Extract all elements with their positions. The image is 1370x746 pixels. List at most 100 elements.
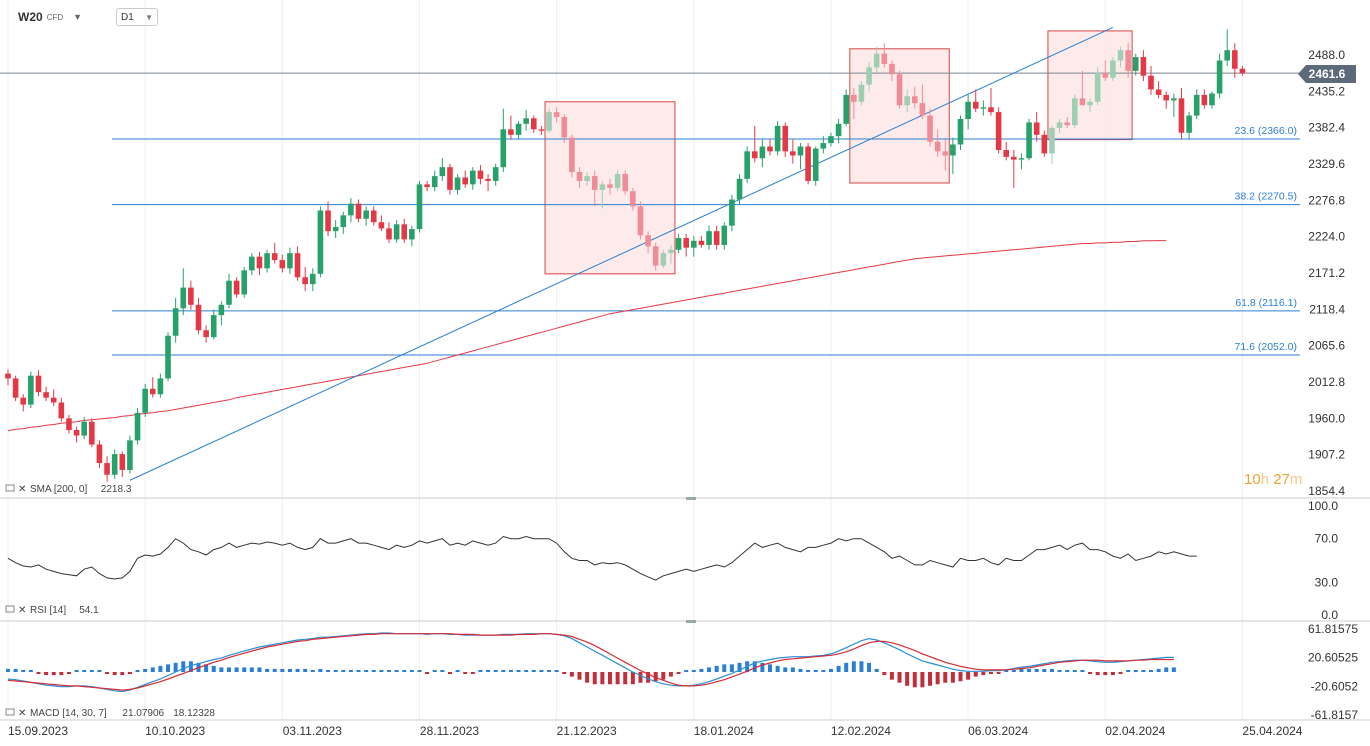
candle-body [180,287,187,309]
candle [1056,118,1063,133]
macd-histogram-bar [691,670,696,672]
macd-histogram-bar [341,670,346,672]
candle-body [828,136,834,144]
candle-body [896,74,903,106]
candle [195,297,202,335]
candle-body [1193,94,1200,116]
macd-line [7,632,1174,693]
symbol-selector[interactable]: W20 CFD ▼ [18,8,82,26]
macd-histogram-bar [249,667,254,672]
indicator-value: 54.1 [79,605,99,616]
close-icon: ✕ [18,605,26,616]
timeframe-select[interactable]: D1 ▼ [116,8,158,26]
candle [828,132,834,147]
candle-body [553,112,560,117]
price-axis-tick: 2224.0 [1308,230,1345,244]
candle-body [1102,72,1109,78]
candle-body [706,231,712,245]
countdown-minutes: 27 [1273,471,1290,488]
candle-body [439,167,446,177]
macd-histogram-bar [417,670,422,672]
candle-body [508,129,514,135]
candle-body [500,129,507,168]
macd-histogram-bar [242,667,247,672]
candle [759,139,766,168]
candle-body [637,206,644,236]
candle-body [233,280,240,295]
candle-body [12,378,19,398]
candle-body [35,375,42,393]
candle [919,84,926,119]
macd-histogram-bar [562,672,567,674]
candle [546,108,552,133]
candle-body [89,421,95,445]
macd-histogram-bar [699,668,704,672]
candle [515,121,522,140]
candle-body [127,440,133,470]
candle [1201,89,1208,109]
candle-body [188,287,194,305]
candle [1079,70,1086,106]
macd-histogram-bar [1019,668,1024,672]
candle-body [957,118,964,145]
candle-body [538,129,545,131]
candle [820,136,827,154]
candle-body [416,184,423,230]
candle-body [96,444,103,464]
candle [172,297,179,343]
candle [957,115,964,150]
candle [180,268,187,316]
macd-histogram-bar [1049,668,1054,672]
candle [835,118,842,144]
candle [188,280,194,310]
candle-body [378,222,385,229]
sma-label: ✕ SMA [200, 0] 2218.3 [5,484,132,495]
candle [203,325,209,343]
macd-histogram-bar [806,670,811,672]
candle [210,309,217,340]
macd-histogram-bar [874,668,879,672]
candle-body [431,176,438,188]
indicator-name: SMA [200, 0] [30,484,87,495]
macd-histogram-bar [1141,670,1146,672]
candle [1125,43,1131,78]
candle-body [698,240,705,245]
candle [1003,141,1010,161]
macd-histogram-bar [105,672,110,674]
candle [553,107,560,123]
date-axis-tick: 28.11.2023 [420,724,479,738]
price-axis-tick: 2118.4 [1309,302,1345,316]
close-icon: ✕ [18,708,26,719]
date-axis-tick: 18.01.2024 [694,724,754,738]
macd-histogram-bar [6,668,10,672]
candle-body [1087,101,1093,106]
macd-histogram-bar [470,672,475,674]
macd-histogram-bar [1149,670,1153,672]
candle [607,178,613,195]
macd-histogram-bar [905,672,910,686]
candle-body [1026,122,1032,159]
candle-body [477,170,484,179]
candle-body [119,454,126,470]
candle-body [218,304,225,316]
candle-body [43,392,49,398]
macd-histogram-bar [280,668,285,672]
macd-histogram-bar [181,661,186,672]
macd-histogram-bar [173,662,178,672]
macd-histogram-bar [326,670,331,672]
candle [348,198,354,223]
candle-body [934,141,941,152]
candle-body [134,412,141,441]
candle-body [1125,50,1131,71]
rsi-axis-tick: 100.0 [1308,499,1338,513]
candle-body [317,210,324,274]
candle [683,233,689,257]
candle-body [683,238,689,248]
indicator-value: 18.12328 [173,708,215,719]
price-axis-tick: 2171.2 [1308,266,1345,280]
candle-body [614,174,621,188]
macd-histogram-bar [1034,668,1039,672]
candle-body [203,330,209,338]
symbol-name: W20 [18,10,43,24]
